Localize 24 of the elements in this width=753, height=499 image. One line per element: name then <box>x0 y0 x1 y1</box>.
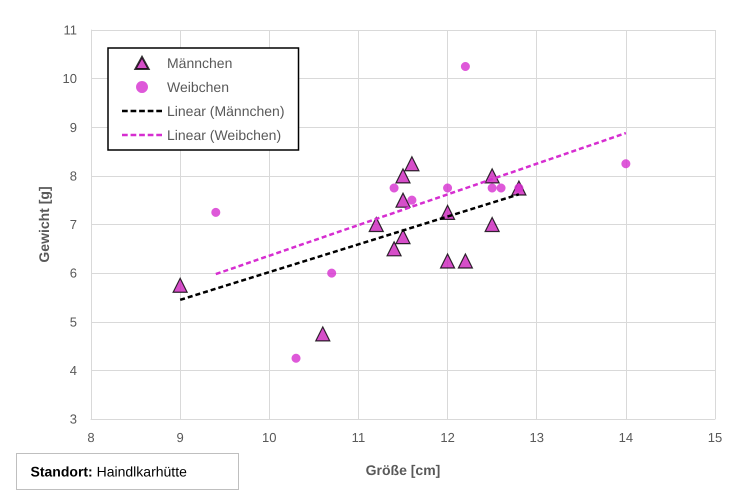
y-tick-label: 8 <box>70 168 77 184</box>
x-tick-label: 14 <box>618 430 634 445</box>
y-tick-label: 10 <box>62 71 77 86</box>
x-tick-label: 10 <box>262 430 277 445</box>
x-tick-label: 15 <box>708 430 722 445</box>
y-tick-label: 7 <box>70 217 77 232</box>
y-tick-label: 3 <box>70 412 77 426</box>
legend-label: Männchen <box>167 55 232 71</box>
y-tick-label: 4 <box>70 362 77 378</box>
y-tick-label: 11 <box>64 22 77 38</box>
legend-label: Linear (Weibchen) <box>167 127 282 143</box>
legend-label: Linear (Männchen) <box>167 103 285 119</box>
x-tick-label: 8 <box>87 430 95 445</box>
y-tick-label: 6 <box>70 266 77 281</box>
y-tick-label: 9 <box>70 120 77 135</box>
x-tick-label: 11 <box>352 430 366 445</box>
x-axis-title: Größe [cm] <box>366 462 440 478</box>
x-tick-label: 9 <box>176 430 184 445</box>
y-tick-label: 5 <box>70 314 77 330</box>
x-tick-label: 13 <box>529 430 544 445</box>
legend-label: Weibchen <box>167 79 230 95</box>
text: Standort: Haindlkarhütte <box>30 464 188 480</box>
y-axis-title: Gewicht [g] <box>36 186 52 263</box>
x-tick-label: 12 <box>440 430 455 445</box>
